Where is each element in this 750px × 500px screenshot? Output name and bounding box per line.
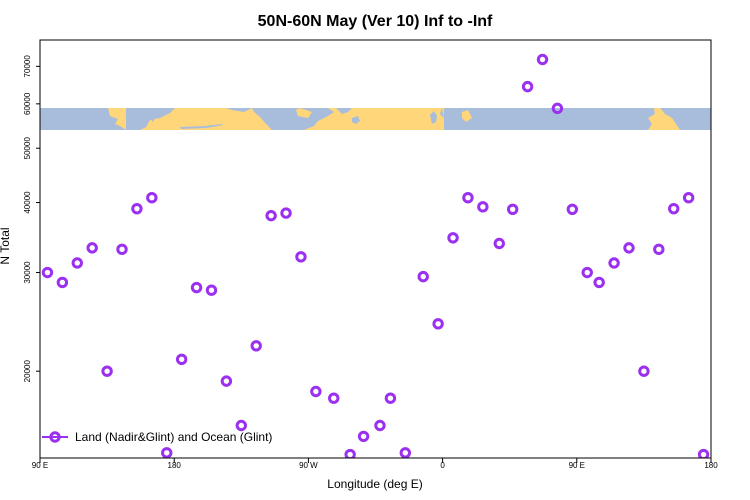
y-tick-label: 50000 <box>23 137 32 160</box>
y-tick-label: 20000 <box>23 360 32 383</box>
data-point <box>190 281 203 294</box>
data-point <box>344 448 356 458</box>
map-strip-sea-okhotsk <box>654 110 668 124</box>
data-point <box>477 201 489 213</box>
data-point <box>71 257 83 269</box>
map-strip-sea-baltic <box>462 110 472 122</box>
data-point <box>593 276 605 289</box>
land-asia-east-2 <box>660 108 711 130</box>
data-point <box>235 419 248 432</box>
data-point <box>250 340 262 352</box>
y-axis: 20000 30000 40000 50000 60000 70000 <box>23 55 40 383</box>
x-tick-label: 0 <box>440 461 445 470</box>
chart-title: 50N-60N May (Ver 10) Inf to -Inf <box>258 13 493 30</box>
data-point <box>56 276 69 289</box>
data-point <box>668 202 680 215</box>
data-point <box>310 385 322 398</box>
x-axis-label: Longitude (deg E) <box>327 477 422 491</box>
land-north-america <box>252 108 334 130</box>
data-point <box>608 257 620 269</box>
land-alaska <box>226 108 252 112</box>
data-point <box>131 202 143 215</box>
map-strip-land <box>40 108 711 130</box>
legend-label: Land (Nadir&Glint) and Ocean (Glint) <box>75 430 272 444</box>
data-point <box>638 365 650 377</box>
data-point <box>399 447 412 458</box>
land-scandinavia-gap <box>440 108 444 118</box>
data-point <box>175 353 188 366</box>
x-tick-label: 180 <box>704 461 718 470</box>
land-labrador <box>336 108 352 114</box>
data-point <box>521 80 534 93</box>
data-point <box>146 192 158 204</box>
land-europe-asia-west <box>40 108 126 130</box>
data-point <box>328 392 340 404</box>
y-tick-label: 30000 <box>23 261 32 284</box>
x-tick-label: 90 W <box>299 461 318 470</box>
data-points <box>41 53 750 458</box>
map-strip <box>40 108 711 130</box>
data-point <box>161 447 173 458</box>
land-newfoundland <box>352 116 360 124</box>
data-point <box>374 419 386 432</box>
plot-frame <box>39 39 712 459</box>
data-point <box>697 448 710 458</box>
data-point <box>682 192 695 204</box>
legend-marker <box>49 431 61 443</box>
land-europe-east <box>444 108 655 130</box>
data-point <box>462 192 474 204</box>
land-kamchatka <box>150 108 158 122</box>
data-point <box>744 286 750 294</box>
land-british-isles <box>430 111 437 124</box>
data-point <box>280 207 292 219</box>
map-strip-sea-hudson <box>296 108 312 118</box>
land-asia-east <box>126 108 175 130</box>
data-point <box>41 266 54 279</box>
data-point <box>432 318 444 330</box>
data-point <box>417 270 429 283</box>
data-point <box>220 375 233 387</box>
data-point <box>506 203 519 216</box>
data-point <box>653 243 665 256</box>
data-point <box>447 232 459 244</box>
land-aleutians <box>180 124 223 129</box>
x-tick-label: 180 <box>168 461 182 470</box>
data-point <box>116 243 128 256</box>
x-tick-label: 90 E <box>569 461 585 470</box>
data-point <box>714 355 722 363</box>
y-tick-label: 70000 <box>23 55 32 78</box>
data-point <box>101 365 113 377</box>
data-point <box>623 242 635 254</box>
data-point <box>357 430 370 443</box>
data-point <box>86 242 98 254</box>
data-point <box>493 237 505 250</box>
data-point <box>566 203 579 216</box>
data-point <box>551 102 564 115</box>
y-tick-label: 40000 <box>23 191 32 214</box>
data-point <box>384 392 397 404</box>
data-point <box>536 53 549 66</box>
data-point <box>205 284 218 296</box>
y-tick-label: 60000 <box>23 92 32 115</box>
y-axis-label: N Total <box>0 227 12 264</box>
data-point <box>729 283 737 291</box>
x-axis: 90 E 180 90 W 0 90 E 180 <box>32 458 718 470</box>
data-point <box>581 266 593 279</box>
x-tick-label: 90 E <box>32 461 48 470</box>
data-point <box>295 251 307 263</box>
legend: Land (Nadir&Glint) and Ocean (Glint) <box>42 430 272 444</box>
data-point <box>265 209 277 222</box>
